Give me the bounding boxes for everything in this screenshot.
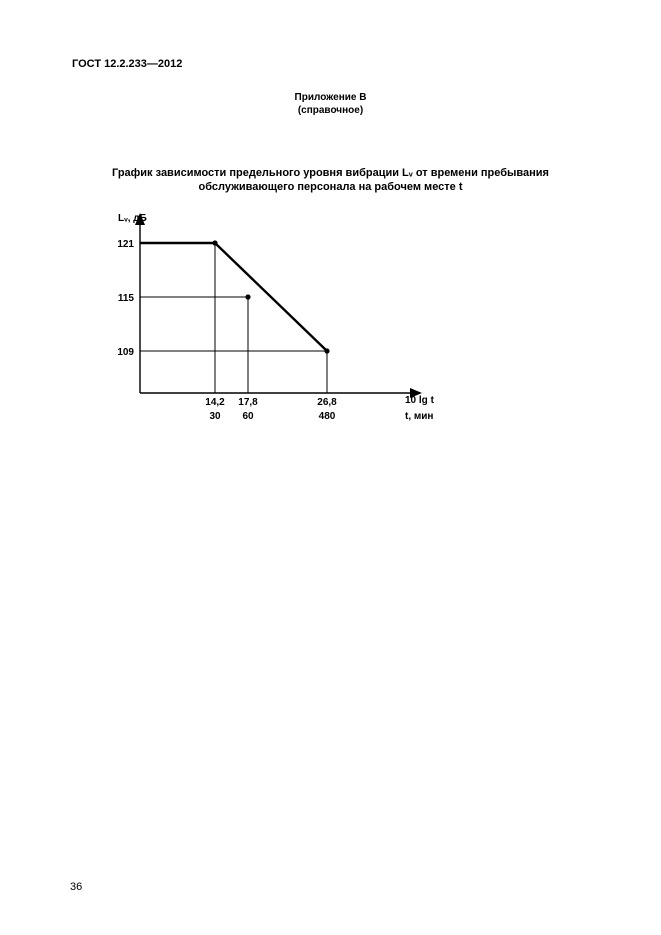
chart-svg: 121 115 109 Lᵥ, дБ 14,2 30 17,8 60 26,8 480 10 lg …	[100, 205, 460, 435]
appendix-heading: Приложение В (справочное)	[0, 92, 661, 117]
appendix-note: (справочное)	[298, 105, 363, 116]
document-id: ГОСТ 12.2.233—2012	[72, 58, 182, 70]
y-tick-label: 109	[117, 347, 134, 358]
page: ГОСТ 12.2.233—2012 Приложение В (справоч…	[0, 0, 661, 935]
appendix-label: Приложение В	[295, 92, 367, 103]
y-axis-label: Lᵥ, дБ	[118, 213, 147, 224]
chart-title: График зависимости предельного уровня ви…	[0, 166, 661, 195]
chart-container: 121 115 109 Lᵥ, дБ 14,2 30 17,8 60 26,8 480 10 lg …	[100, 205, 460, 440]
data-point	[245, 294, 250, 299]
x-axis-label-bottom: t, мин	[405, 411, 433, 422]
data-point	[324, 348, 329, 353]
x-tick-label-top: 26,8	[317, 397, 337, 408]
page-number: 36	[70, 881, 82, 893]
chart-title-line1: График зависимости предельного уровня ви…	[112, 167, 549, 179]
x-tick-label-top: 14,2	[205, 397, 225, 408]
x-tick-label-bottom: 30	[209, 411, 221, 422]
x-tick-label-bottom: 60	[242, 411, 254, 422]
y-tick-label: 121	[117, 239, 134, 250]
y-tick-label: 115	[118, 293, 135, 304]
x-tick-label-bottom: 480	[319, 411, 336, 422]
data-point	[212, 240, 217, 245]
x-tick-label-top: 17,8	[238, 397, 258, 408]
chart-title-line2: обслуживающего персонала на рабочем мест…	[198, 181, 462, 193]
x-axis-label-top: 10 lg t	[405, 395, 435, 406]
